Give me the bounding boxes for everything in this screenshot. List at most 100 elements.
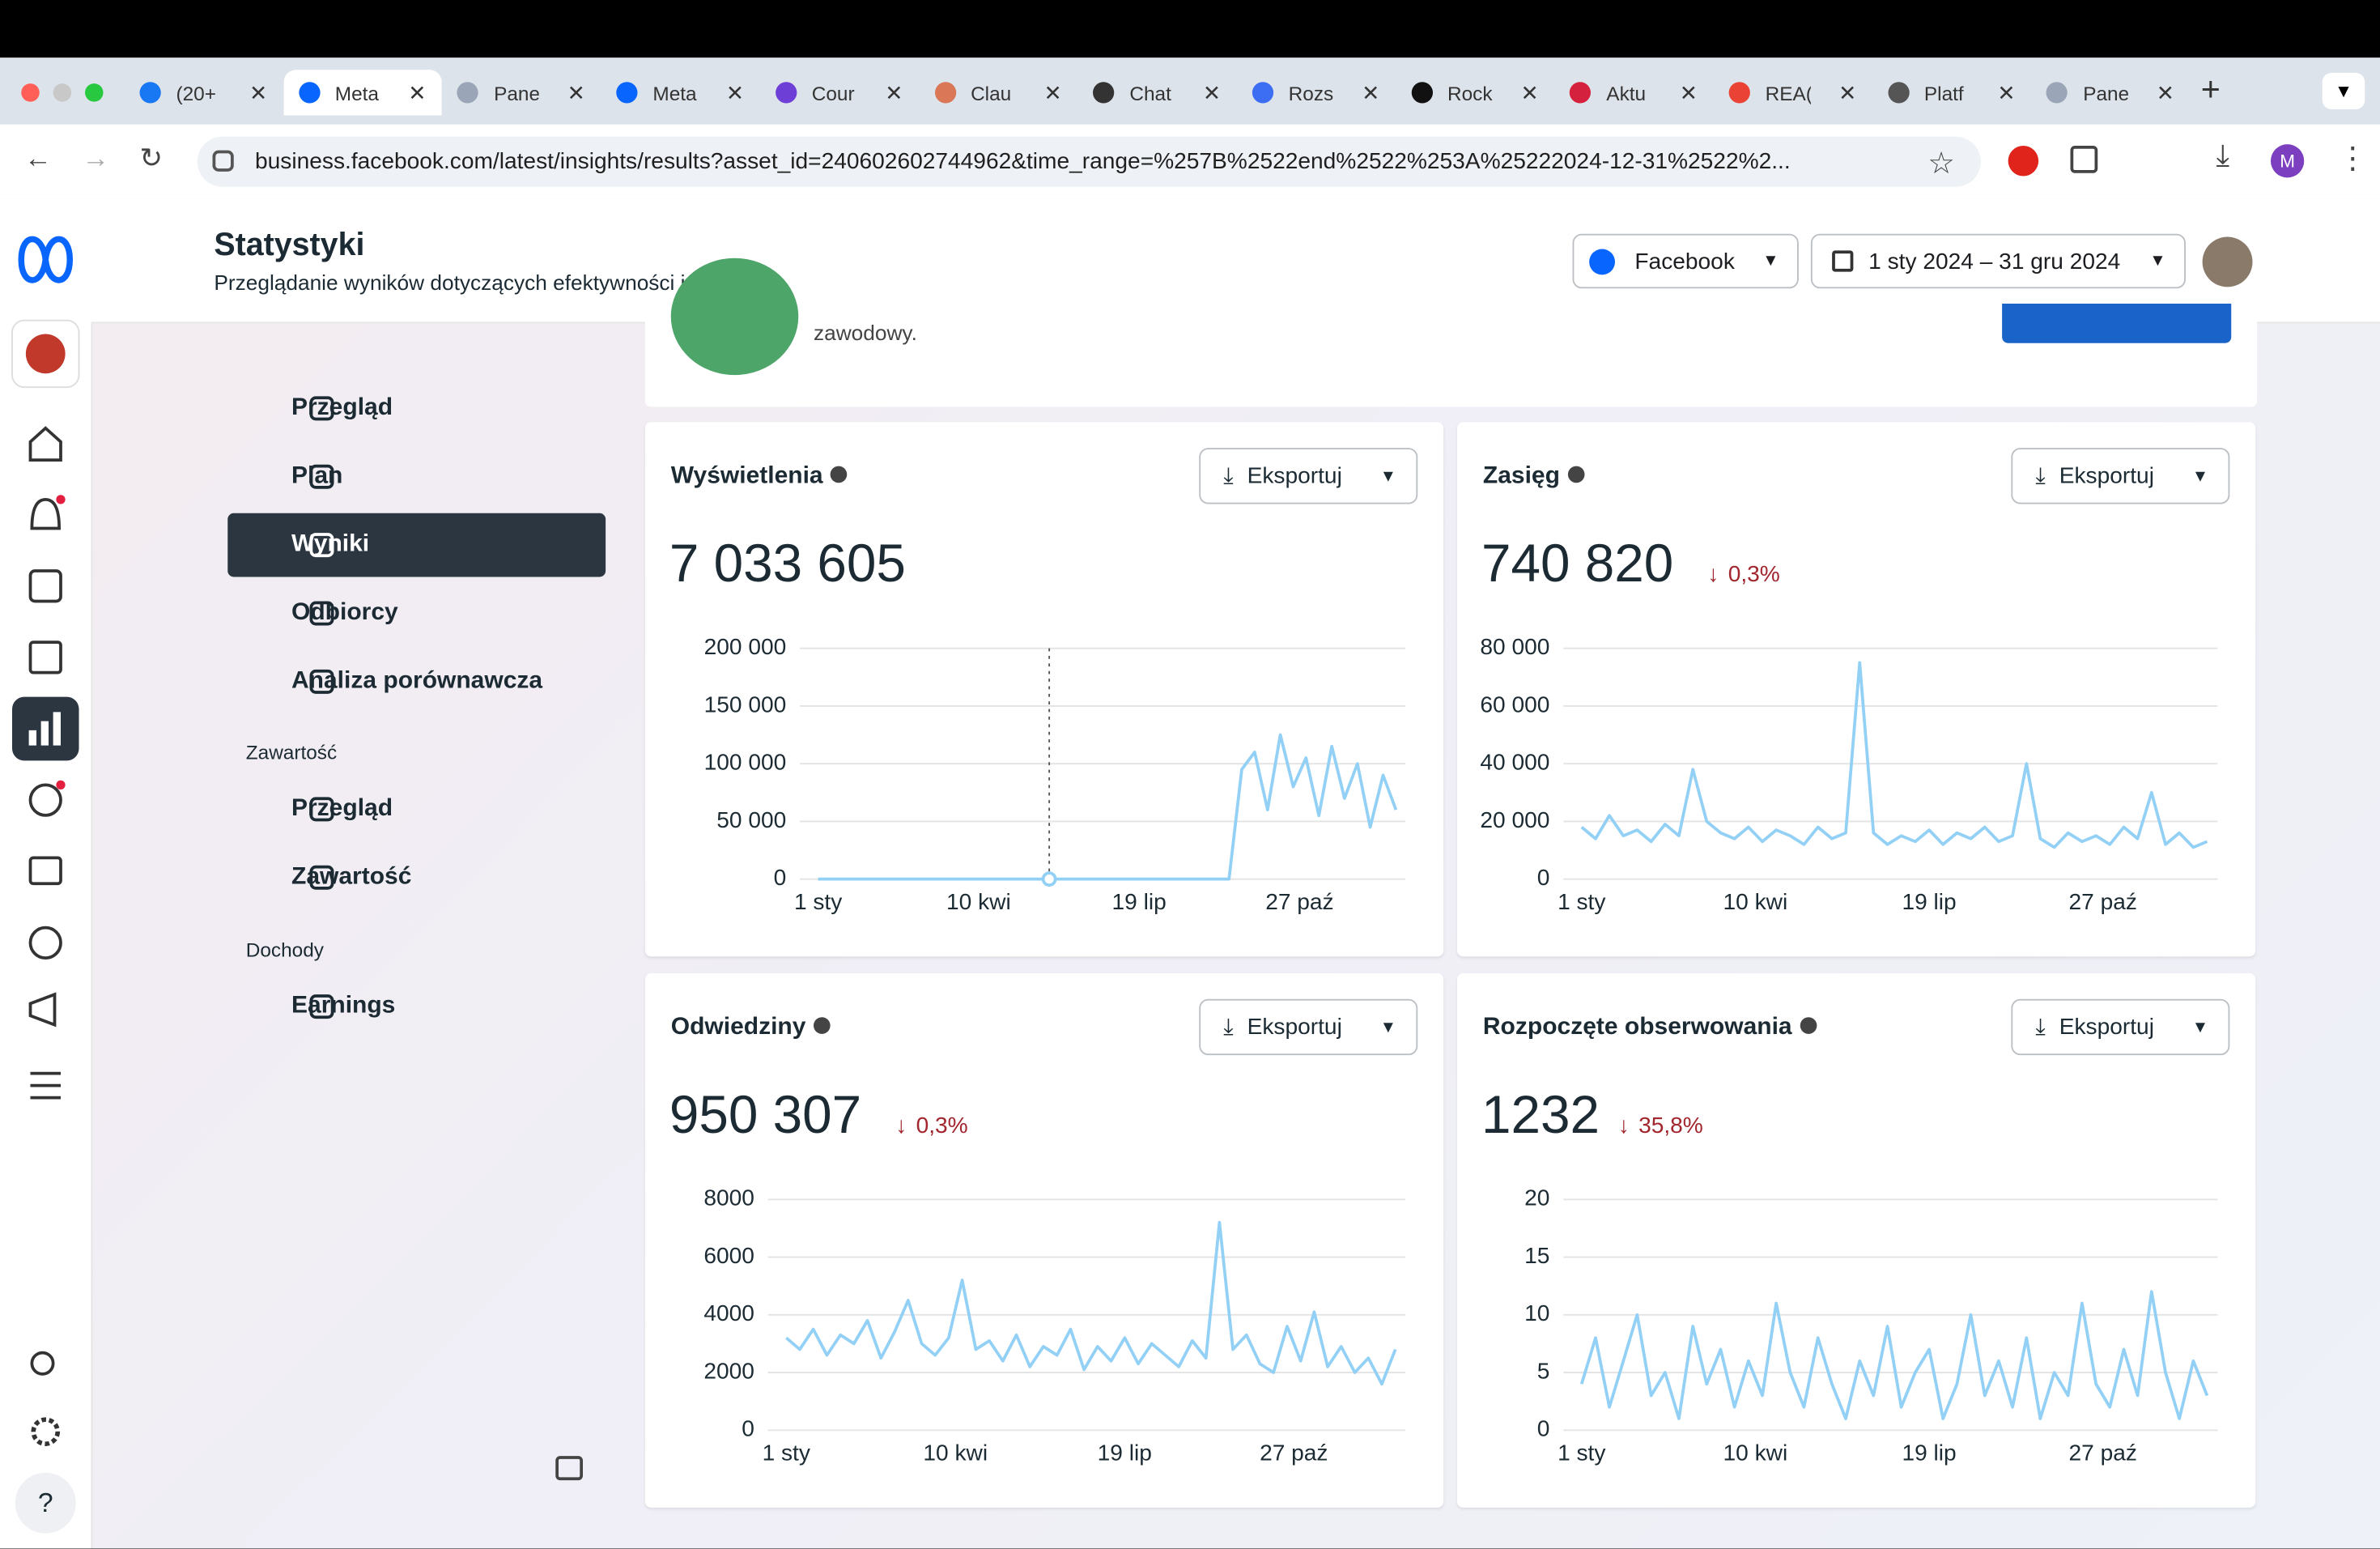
y-tick-label: 60 000 bbox=[1480, 692, 1549, 717]
nav-label: Przegląd bbox=[291, 796, 393, 823]
browser-tab[interactable]: Rock✕ bbox=[1396, 70, 1553, 115]
card-icon[interactable] bbox=[31, 857, 62, 883]
x-tick-label: 1 sty bbox=[1558, 889, 1605, 914]
extensions[interactable] bbox=[2071, 146, 2098, 173]
y-tick-label: 0 bbox=[742, 1416, 754, 1441]
banner-text: zawodowy. bbox=[814, 321, 917, 345]
chart-card: Rozpoczęte obserwowania⤓Eksportuj▼1232↓3… bbox=[1457, 973, 2255, 1508]
nav-item[interactable]: Plan bbox=[227, 445, 606, 509]
address-bar: ← → ↻ business.facebook.com/latest/insig… bbox=[0, 125, 2380, 201]
nav-item[interactable]: Zawartość bbox=[227, 845, 606, 909]
tab-icon bbox=[140, 82, 161, 103]
profile[interactable]: M bbox=[2271, 144, 2304, 177]
tab-close[interactable]: ✕ bbox=[1044, 79, 1062, 105]
home-icon[interactable] bbox=[31, 428, 62, 460]
fb-icon bbox=[1589, 249, 1615, 274]
collapse-nav[interactable] bbox=[555, 1456, 583, 1480]
tab-close[interactable]: ✕ bbox=[726, 79, 744, 105]
posts-icon[interactable] bbox=[31, 642, 62, 673]
nav-item[interactable]: Earnings bbox=[227, 975, 606, 1039]
y-tick-label: 80 000 bbox=[1480, 634, 1549, 659]
tab-icon bbox=[616, 82, 637, 103]
tab-close[interactable]: ✕ bbox=[1362, 79, 1379, 105]
forward[interactable]: → bbox=[82, 143, 109, 174]
tab-title: Chat bbox=[1129, 81, 1175, 104]
nav-item[interactable]: Wyniki bbox=[227, 513, 606, 577]
y-tick-label: 5 bbox=[1537, 1358, 1550, 1383]
tab-menu[interactable]: ▼ bbox=[2323, 73, 2365, 109]
tab-close[interactable]: ✕ bbox=[1838, 79, 1856, 105]
browser-tab[interactable]: Aktu✕ bbox=[1555, 70, 1713, 115]
url-field[interactable]: business.facebook.com/latest/insights/re… bbox=[198, 137, 1981, 187]
platform-select[interactable]: Facebook ▼ bbox=[1573, 234, 1799, 289]
settings-icon[interactable] bbox=[33, 1419, 57, 1444]
nav-item[interactable]: Przegląd bbox=[227, 377, 606, 440]
nav-icon bbox=[310, 670, 334, 694]
tab-close[interactable]: ✕ bbox=[885, 79, 903, 105]
tab-close[interactable]: ✕ bbox=[408, 79, 426, 105]
extension[interactable] bbox=[2008, 146, 2039, 177]
browser-tab[interactable]: Chat ✕ bbox=[1078, 70, 1236, 115]
browser-tab[interactable]: Platf✕ bbox=[1872, 70, 2030, 115]
y-tick-label: 2000 bbox=[703, 1358, 754, 1383]
chat-icon[interactable] bbox=[31, 785, 62, 815]
nav-section: Dochody bbox=[246, 938, 324, 961]
user-avatar[interactable] bbox=[2203, 237, 2253, 287]
tab-close[interactable]: ✕ bbox=[1680, 79, 1698, 105]
browser-tab[interactable]: Pane ✕ bbox=[2031, 70, 2189, 115]
table-icon[interactable] bbox=[31, 571, 62, 602]
browser-tab[interactable]: Clau ✕ bbox=[919, 70, 1077, 115]
tab-title: Pane bbox=[2083, 81, 2128, 104]
x-tick-label: 1 sty bbox=[1558, 1440, 1605, 1466]
nav-item[interactable]: Analiza porównawcza bbox=[227, 650, 606, 714]
tab-title: Clau bbox=[971, 81, 1016, 104]
browser-tab[interactable]: Meta✕ bbox=[283, 70, 441, 115]
downloads[interactable]: ⤓ bbox=[2216, 140, 2230, 175]
tab-close[interactable]: ✕ bbox=[249, 79, 267, 105]
meta-logo[interactable] bbox=[21, 239, 70, 280]
money-icon[interactable] bbox=[31, 928, 62, 959]
bookmark[interactable]: ☆ bbox=[1927, 144, 1955, 182]
browser-tab[interactable]: (20+✕ bbox=[125, 70, 283, 115]
date-select[interactable]: 1 sty 2024 – 31 gru 2024 ▼ bbox=[1811, 234, 2186, 289]
tab-close[interactable]: ✕ bbox=[567, 79, 585, 105]
tab-close[interactable]: ✕ bbox=[1203, 79, 1221, 105]
search-icon[interactable] bbox=[32, 1353, 53, 1374]
back[interactable]: ← bbox=[24, 143, 52, 174]
bell-icon[interactable] bbox=[32, 500, 59, 529]
page-title: Statystyki bbox=[214, 228, 364, 264]
menu[interactable]: ⋮ bbox=[2338, 140, 2369, 178]
browser-tab[interactable]: Rozs✕ bbox=[1237, 70, 1395, 115]
tab-close[interactable]: ✕ bbox=[2157, 79, 2174, 105]
more-icon[interactable] bbox=[31, 1074, 62, 1098]
nav-icon bbox=[310, 465, 334, 489]
y-tick-label: 50 000 bbox=[716, 807, 786, 832]
browser-tab[interactable]: REA(✕ bbox=[1714, 70, 1872, 115]
data-line bbox=[786, 1223, 1395, 1385]
reload[interactable]: ↻ bbox=[140, 143, 163, 174]
tab-title: Cour bbox=[812, 81, 857, 104]
nav-item[interactable]: Odbiorcy bbox=[227, 581, 606, 645]
ads-icon[interactable] bbox=[31, 994, 55, 1025]
browser-tab[interactable]: Meta✕ bbox=[601, 70, 759, 115]
y-tick-label: 15 bbox=[1524, 1243, 1549, 1268]
max-dot[interactable] bbox=[85, 83, 104, 102]
close-dot[interactable] bbox=[21, 83, 40, 102]
site-info[interactable] bbox=[213, 151, 234, 172]
caret: ▼ bbox=[2149, 252, 2165, 270]
tab-close[interactable]: ✕ bbox=[1997, 79, 2015, 105]
browser-tab[interactable]: Cour ✕ bbox=[760, 70, 918, 115]
nav-item[interactable]: Przegląd bbox=[227, 777, 606, 841]
tab-close[interactable]: ✕ bbox=[1520, 79, 1538, 105]
new-tab[interactable]: + bbox=[2201, 70, 2221, 109]
x-tick-label: 10 kwi bbox=[946, 889, 1011, 914]
browser-tab[interactable]: Pane✕ bbox=[442, 70, 600, 115]
banner-button[interactable] bbox=[2002, 304, 2231, 343]
caret: ▼ bbox=[1762, 252, 1779, 270]
min-dot[interactable] bbox=[53, 83, 72, 102]
